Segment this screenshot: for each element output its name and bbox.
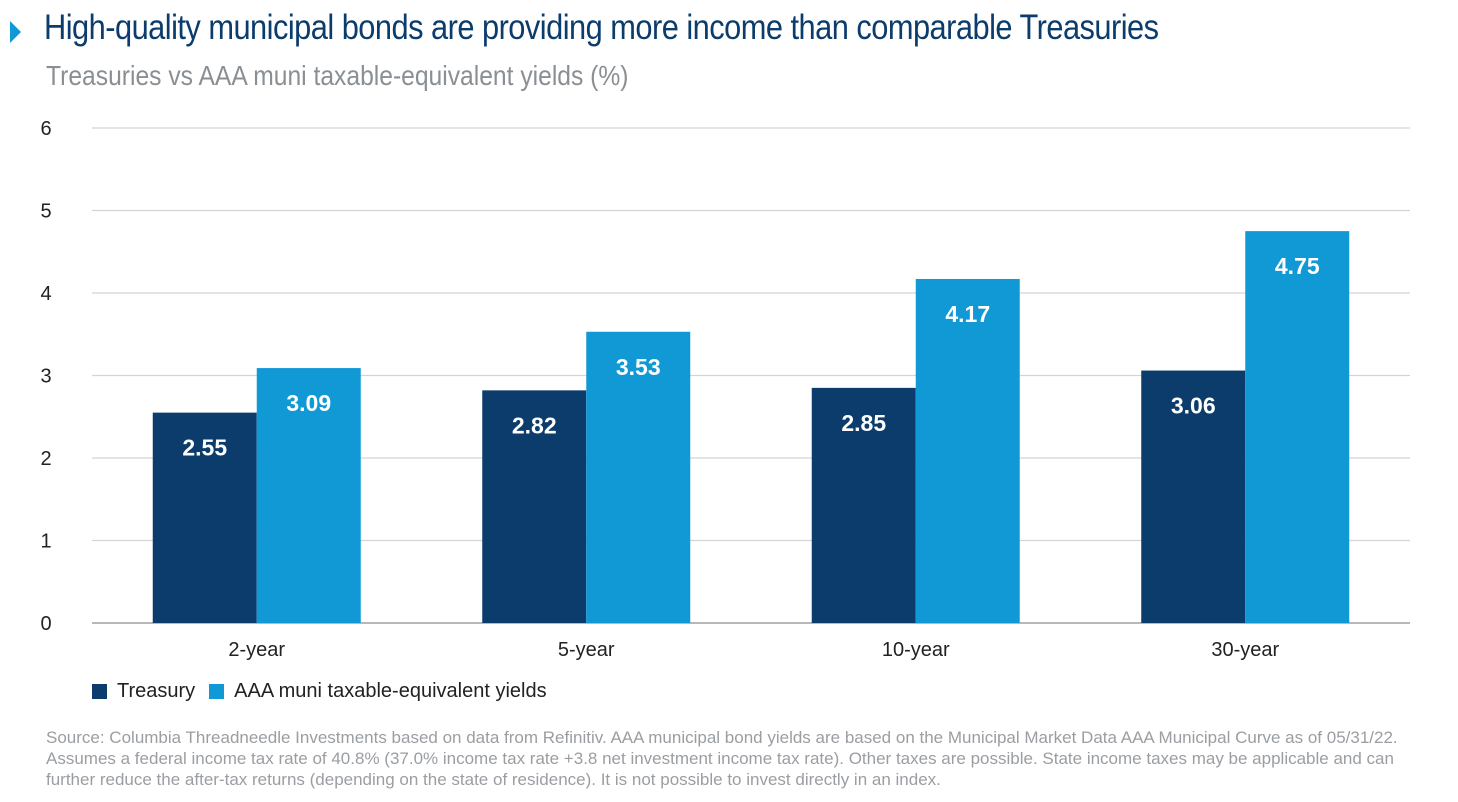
bar-5-year-treasury <box>482 390 587 623</box>
bar-5-year-muni <box>586 331 691 623</box>
data-label: 2.82 <box>512 412 557 438</box>
y-tick-label: 6 <box>40 118 51 140</box>
x-tick-label: 10-year <box>882 639 950 661</box>
legend-label-treasury: Treasury <box>117 679 196 702</box>
x-tick-label: 2-year <box>228 639 285 661</box>
bar-10-year-treasury <box>811 387 916 623</box>
title-row: High-quality municipal bonds are providi… <box>0 8 1458 54</box>
y-tick-label: 2 <box>40 448 51 470</box>
legend: Treasury AAA muni taxable-equivalent yie… <box>92 677 547 705</box>
bar-chart: 0 1 2 3 4 5 6 2.55 3.09 2-year 2.82 3.53 5-year 2.85 4… <box>40 118 1410 661</box>
bar-10-year-muni <box>915 278 1020 623</box>
title-arrow-icon <box>10 21 21 43</box>
y-tick-label: 4 <box>40 283 51 305</box>
y-tick-label: 5 <box>40 201 51 223</box>
data-label: 2.55 <box>182 435 227 461</box>
data-label: 4.75 <box>1275 253 1320 279</box>
legend-swatch-treasury <box>92 683 107 699</box>
bar-30-year-treasury <box>1141 370 1246 623</box>
data-label: 3.09 <box>286 390 331 416</box>
bar-2-year-treasury <box>152 412 257 623</box>
data-label: 2.85 <box>841 410 886 436</box>
x-tick-label: 30-year <box>1211 639 1279 661</box>
source-note: Source: Columbia Threadneedle Investment… <box>46 728 1398 789</box>
y-tick-label: 3 <box>40 366 51 388</box>
chart-subtitle: Treasuries vs AAA muni taxable-equivalen… <box>46 60 629 91</box>
y-tick-label: 1 <box>40 531 51 553</box>
legend-label-muni: AAA muni taxable-equivalent yields <box>234 679 547 702</box>
chart-title: High-quality municipal bonds are providi… <box>44 8 1159 47</box>
data-label: 3.53 <box>616 354 661 380</box>
legend-item-muni: AAA muni taxable-equivalent yields <box>209 679 547 703</box>
bar-30-year-muni <box>1245 231 1350 623</box>
bar-2-year-muni <box>256 368 361 623</box>
data-label: 3.06 <box>1171 393 1216 419</box>
y-tick-label: 0 <box>40 613 51 635</box>
legend-item-treasury: Treasury <box>92 680 195 703</box>
data-label: 4.17 <box>945 301 990 327</box>
legend-swatch-muni <box>209 683 225 699</box>
x-tick-label: 5-year <box>558 639 615 661</box>
